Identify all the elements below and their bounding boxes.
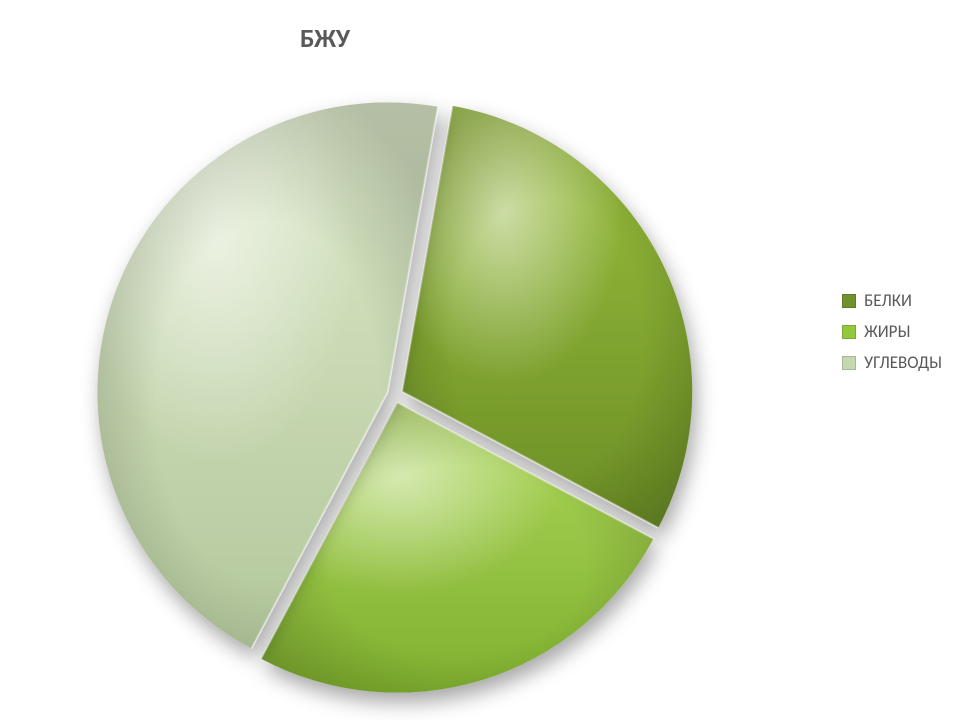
legend-item-2: УГЛЕВОДЫ xyxy=(842,352,942,373)
legend-item-1: ЖИРЫ xyxy=(842,321,942,342)
legend-label: ЖИРЫ xyxy=(864,321,910,342)
legend-swatch-icon xyxy=(842,325,856,339)
pie-chart-svg xyxy=(0,0,960,720)
pie-chart-container: БЖУ БЕЛКИЖИРЫУГЛЕВОДЫ xyxy=(0,0,960,720)
legend-swatch-icon xyxy=(842,294,856,308)
legend-label: УГЛЕВОДЫ xyxy=(864,352,942,373)
legend: БЕЛКИ ЖИРЫ УГЛЕВОДЫ xyxy=(842,290,942,373)
legend-item-0: БЕЛКИ xyxy=(842,290,942,311)
legend-swatch-icon xyxy=(842,356,856,370)
legend-label: БЕЛКИ xyxy=(864,290,912,311)
